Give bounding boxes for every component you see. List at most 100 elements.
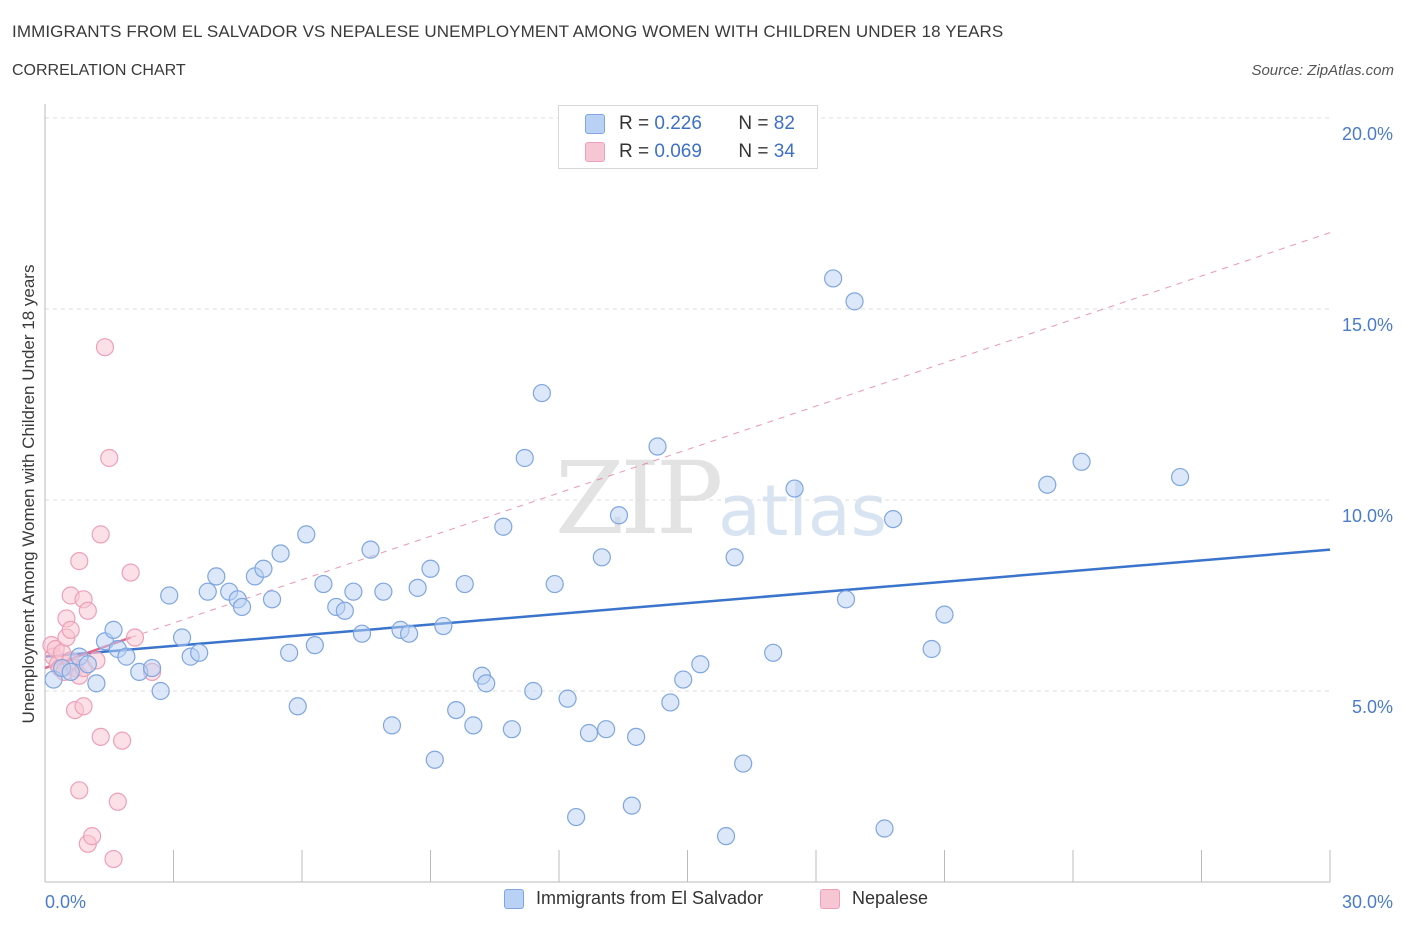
y-tick-label: 20.0% xyxy=(1342,124,1393,144)
data-point-el-salvador xyxy=(785,479,804,498)
data-point-nepalese xyxy=(91,525,110,544)
data-point-el-salvador xyxy=(477,674,496,693)
legend-n-label: N = xyxy=(738,113,769,134)
data-point-nepalese xyxy=(83,827,102,846)
data-point-el-salvador xyxy=(545,574,564,594)
bottom-legend-blue: Immigrants from El Salvador xyxy=(504,888,763,909)
data-point-nepalese xyxy=(112,731,132,750)
chart-title: IMMIGRANTS FROM EL SALVADOR VS NEPALESE … xyxy=(12,22,1004,41)
data-point-el-salvador xyxy=(567,807,586,827)
data-point-el-salvador xyxy=(447,700,466,720)
data-point-nepalese xyxy=(70,781,89,800)
legend-row-pink: R = 0.069 N = 34 xyxy=(585,139,795,165)
bottom-legend-blue-label: Immigrants from El Salvador xyxy=(536,888,764,908)
data-point-el-salvador xyxy=(1072,452,1091,471)
data-point-el-salvador xyxy=(845,292,864,311)
data-point-el-salvador xyxy=(691,655,710,674)
data-point-el-salvador xyxy=(104,620,123,639)
data-point-el-salvador xyxy=(875,819,894,838)
legend-r-label: R = xyxy=(619,113,650,134)
data-point-el-salvador xyxy=(883,509,903,529)
data-point-nepalese xyxy=(121,563,140,582)
data-point-nepalese xyxy=(74,697,93,716)
series-el-salvador xyxy=(44,269,1190,846)
data-point-el-salvador xyxy=(622,796,641,815)
data-point-el-salvador xyxy=(232,597,252,617)
data-point-el-salvador xyxy=(626,727,646,746)
data-point-el-salvador xyxy=(935,605,954,624)
legend-r-value-blue: 0.226 xyxy=(654,113,702,134)
data-point-el-salvador xyxy=(648,437,667,456)
data-point-el-salvador xyxy=(425,750,444,769)
data-point-el-salvador xyxy=(455,574,474,594)
data-point-el-salvador xyxy=(597,720,616,739)
data-point-nepalese xyxy=(100,448,119,468)
data-point-el-salvador xyxy=(172,628,192,647)
data-point-el-salvador xyxy=(1038,475,1057,494)
data-point-el-salvador xyxy=(207,567,226,586)
data-point-el-salvador xyxy=(399,624,419,643)
data-point-el-salvador xyxy=(297,525,316,544)
data-point-nepalese xyxy=(78,601,97,620)
data-point-nepalese xyxy=(125,628,145,647)
data-point-el-salvador xyxy=(502,720,521,739)
data-point-nepalese xyxy=(108,792,127,811)
data-point-el-salvador xyxy=(374,582,393,601)
legend-row-blue: R = 0.226 N = 82 xyxy=(585,111,795,137)
legend-n-label: N = xyxy=(738,141,769,162)
data-point-el-salvador xyxy=(280,643,299,662)
data-point-el-salvador xyxy=(262,590,282,609)
data-point-el-salvador xyxy=(382,716,402,735)
data-point-el-salvador xyxy=(579,723,599,743)
data-point-el-salvador xyxy=(117,647,136,666)
data-point-el-salvador xyxy=(421,559,440,578)
data-point-el-salvador xyxy=(464,716,483,735)
x-tick-label-max: 30.0% xyxy=(1342,892,1393,912)
y-tick-label: 15.0% xyxy=(1342,315,1393,335)
data-point-el-salvador xyxy=(558,689,577,708)
data-point-el-salvador xyxy=(922,639,941,659)
y-axis-label: Unemployment Among Women with Children U… xyxy=(19,265,38,724)
y-tick-label: 5.0% xyxy=(1352,697,1393,717)
chart-subtitle: CORRELATION CHART xyxy=(12,62,186,79)
data-point-el-salvador xyxy=(254,559,273,578)
data-point-el-salvador xyxy=(352,624,372,643)
data-point-el-salvador xyxy=(494,517,513,536)
data-point-el-salvador xyxy=(78,655,97,674)
data-point-nepalese xyxy=(95,338,115,357)
data-point-el-salvador xyxy=(532,383,551,403)
data-point-el-salvador xyxy=(434,616,453,636)
data-point-el-salvador xyxy=(142,658,162,678)
series-nepalese xyxy=(42,338,162,869)
bottom-swatch-blue xyxy=(504,888,524,909)
data-point-el-salvador xyxy=(592,548,611,567)
legend-swatch-blue xyxy=(585,114,605,134)
data-point-el-salvador xyxy=(734,754,753,773)
watermark-atlas: atlas xyxy=(718,470,888,552)
data-point-el-salvador xyxy=(335,601,354,620)
data-point-nepalese xyxy=(70,552,89,571)
data-point-el-salvador xyxy=(661,693,680,712)
data-point-el-salvador xyxy=(716,827,736,846)
data-point-nepalese xyxy=(104,849,123,869)
data-point-el-salvador xyxy=(725,548,744,567)
legend-r-value-pink: 0.069 xyxy=(654,141,702,162)
legend-n-value-blue: 82 xyxy=(773,113,795,134)
y-tick-label: 10.0% xyxy=(1342,506,1393,526)
data-point-el-salvador xyxy=(524,681,543,701)
bottom-swatch-pink xyxy=(820,888,840,909)
data-point-nepalese xyxy=(61,620,80,639)
data-point-el-salvador xyxy=(190,643,209,662)
data-point-el-salvador xyxy=(515,448,534,468)
data-point-el-salvador xyxy=(344,582,363,601)
legend-swatch-pink xyxy=(585,142,605,162)
data-point-el-salvador xyxy=(151,681,170,701)
data-point-nepalese xyxy=(91,727,110,746)
data-point-el-salvador xyxy=(160,586,179,605)
data-point-el-salvador xyxy=(198,582,217,601)
data-point-el-salvador xyxy=(314,574,333,594)
x-tick-label-min: 0.0% xyxy=(45,892,86,912)
watermark-zip: ZIP xyxy=(555,440,723,557)
data-point-el-salvador xyxy=(764,643,783,662)
